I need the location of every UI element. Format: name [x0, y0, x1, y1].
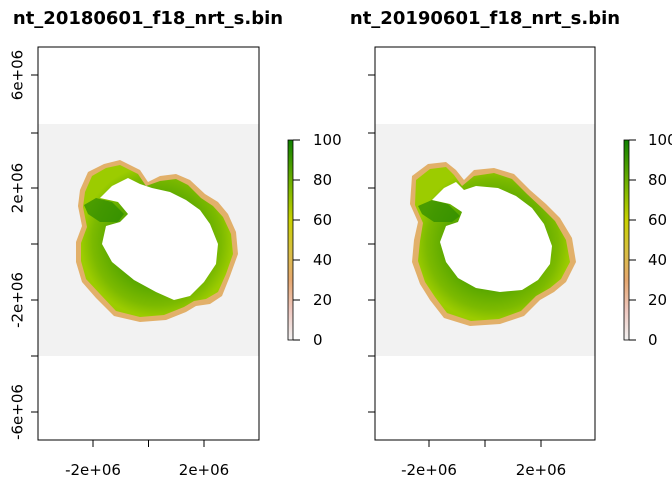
panel-1-colorbar-label: 40 [313, 251, 332, 269]
panel-2-colorbar-label: 80 [648, 171, 667, 189]
panel-1-x-tick-label: 2e+06 [179, 461, 229, 479]
panel-2-title: nt_20190601_f18_nrt_s.bin [350, 8, 620, 29]
panel-1-ice-dark [84, 198, 124, 222]
panel-2-y-axis [368, 74, 375, 413]
panel-2-x-tick-label: 2e+06 [516, 461, 566, 479]
panel-2-colorbar: 100 80 60 40 20 0 [623, 131, 672, 349]
panel-1-x-tick-label: -2e+06 [65, 461, 121, 479]
panel-2-colorbar-label: 20 [648, 291, 667, 309]
panel-2-colorbar-label: 60 [648, 211, 667, 229]
panel-2-antarctica [432, 182, 552, 292]
panel-1-colorbar-label: 20 [313, 291, 332, 309]
panel-2: nt_20190601_f18_nrt_s.bin -2e+06 2e+06 [350, 8, 672, 479]
panel-2-colorbar-label: 40 [648, 251, 667, 269]
panel-2-ice-dark [418, 200, 460, 222]
panel-1-colorbar-ramp [287, 139, 294, 341]
panel-1-colorbar-label: 100 [313, 131, 342, 149]
panel-1-colorbar-label: 60 [313, 211, 332, 229]
panel-1-y-tick-label: -6e+06 [9, 384, 27, 440]
panel-1-title: nt_20180601_f18_nrt_s.bin [13, 8, 283, 29]
panel-1-antarctica [100, 178, 218, 300]
panel-2-sea-ice [410, 162, 576, 326]
panel-1-colorbar-label: 80 [313, 171, 332, 189]
panel-1-sea-ice [76, 160, 238, 322]
panel-1-colorbar-label: 0 [313, 331, 323, 349]
panel-1-x-axis [92, 440, 205, 447]
panel-1-y-tick-label: 6e+06 [9, 50, 27, 100]
panel-1-y-tick-label: 2e+06 [9, 163, 27, 213]
panel-2-colorbar-ramp [623, 139, 630, 341]
panel-2-x-axis [428, 440, 542, 447]
panel-1-y-tick-label: -2e+06 [9, 272, 27, 328]
panel-1: nt_20180601_f18_nrt_s.bin -2e+06 2e+06 6… [9, 8, 342, 479]
panel-2-colorbar-label: 0 [648, 331, 658, 349]
panel-1-y-axis [31, 74, 38, 413]
panel-1-colorbar: 100 80 60 40 20 0 [287, 131, 342, 349]
panel-2-colorbar-label: 100 [648, 131, 672, 149]
panel-2-x-tick-label: -2e+06 [401, 461, 457, 479]
